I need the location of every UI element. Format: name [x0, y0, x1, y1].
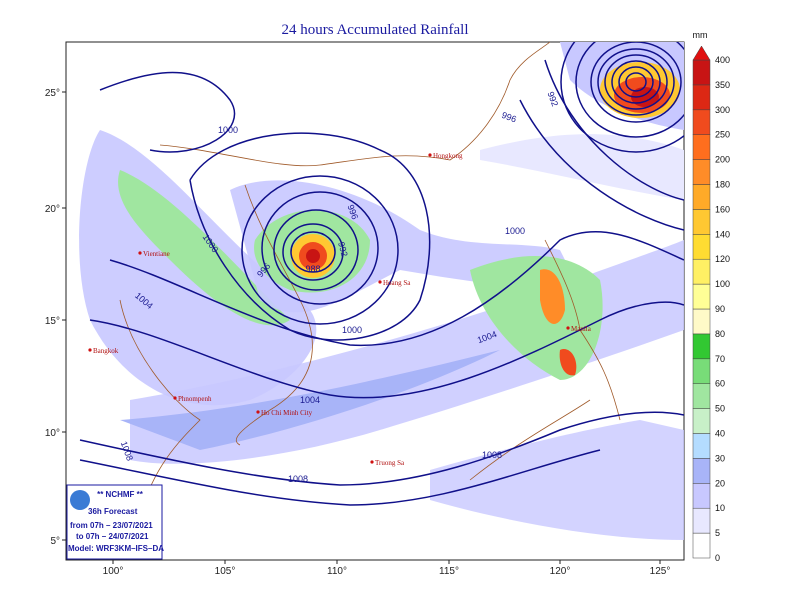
place-label: Hoang Sa: [383, 279, 411, 287]
colorbar-label: 80: [715, 329, 725, 339]
y-tick-label: 10°: [45, 428, 60, 439]
colorbar-swatch: [692, 532, 711, 559]
colorbar-unit: mm: [693, 30, 708, 40]
place-label: Vientiane: [143, 250, 170, 258]
colorbar-swatch: [692, 159, 711, 185]
place-label: Bangkok: [93, 347, 119, 355]
colorbar-swatch: [692, 483, 711, 509]
colorbar-label: 250: [715, 130, 730, 140]
info-model: Model: WRF3KM–IFS–DA: [68, 544, 164, 553]
colorbar-swatch: [692, 308, 711, 335]
colorbar-swatch: [692, 134, 711, 160]
y-tick-label: 20°: [45, 204, 60, 215]
info-to: to 07h – 24/07/2021: [76, 532, 149, 541]
place-label: Ho Chi Minh City: [261, 409, 313, 417]
isobar-label: 1008: [482, 450, 502, 460]
x-tick-label: 125°: [650, 566, 671, 577]
place-label: Truong Sa: [375, 459, 405, 467]
place-dot: [88, 348, 92, 352]
x-tick-label: 110°: [327, 566, 347, 577]
colorbar-swatch: [692, 507, 711, 534]
place-dot: [138, 251, 142, 255]
colorbar-swatch: [692, 209, 711, 235]
y-tick-label: 15°: [45, 316, 60, 327]
colorbar-swatch: [692, 408, 711, 434]
place-dot: [428, 153, 432, 157]
place-dot: [173, 396, 177, 400]
colorbar-label: 70: [715, 354, 725, 364]
info-agency: ** NCHMF **: [97, 490, 144, 499]
colorbar-label: 5: [715, 528, 720, 538]
isobar-label: 1004: [300, 395, 320, 405]
axes: 100° 105° 110° 115° 120° 125° 25° 20° 15° 10° 5°: [45, 88, 670, 577]
isobar-label: 1000: [218, 125, 238, 135]
colorbar-label: 0: [715, 553, 720, 563]
info-forecast: 36h Forecast: [88, 507, 138, 516]
colorbar-swatch: [692, 333, 711, 360]
colorbar-label: 140: [715, 229, 730, 239]
colorbar-swatch: [692, 59, 711, 86]
colorbar-label: 120: [715, 254, 730, 264]
colorbar-label: 400: [715, 55, 730, 65]
isobar-label: 992: [336, 241, 350, 258]
colorbar-label: 160: [715, 204, 730, 214]
isobars: [79, 42, 684, 506]
colorbar-arrow: [692, 45, 711, 61]
x-tick-label: 115°: [439, 566, 459, 577]
colorbar: mm 0 5 10 20 30 40 50 60 70 80 90 100 120 140 160 180 20…: [693, 30, 731, 563]
y-tick-label: 5°: [50, 536, 60, 547]
isobar-label: 988: [305, 264, 320, 274]
place-label: Manila: [571, 325, 592, 333]
colorbar-label: 40: [715, 429, 725, 439]
colorbar-swatch: [692, 358, 711, 384]
colorbar-swatch: [692, 283, 711, 310]
place-label: Hongkong: [433, 152, 463, 160]
place-dot: [370, 460, 374, 464]
colorbar-label: 60: [715, 379, 725, 389]
info-from: from 07h – 23/07/2021: [70, 521, 153, 530]
isobar-label: 1000: [342, 325, 362, 335]
colorbar-swatch: [692, 383, 711, 409]
colorbar-swatch: [692, 433, 711, 459]
isobar-label: 996: [346, 203, 361, 221]
colorbar-swatch: [692, 109, 711, 135]
colorbar-label: 10: [715, 503, 725, 513]
colorbar-label: 300: [715, 105, 730, 115]
colorbar-label: 100: [715, 279, 730, 289]
colorbar-label: 30: [715, 453, 725, 463]
place-dot: [378, 280, 382, 284]
colorbar-label: 50: [715, 404, 725, 414]
x-tick-label: 120°: [550, 566, 571, 577]
isobar-label: 996: [500, 110, 518, 125]
colorbar-label: 90: [715, 304, 725, 314]
colorbar-label: 20: [715, 478, 725, 488]
coastlines: [119, 42, 621, 521]
colorbar-swatch: [692, 84, 711, 111]
colorbar-swatch: [692, 258, 711, 285]
place-label: Phnompenh: [178, 395, 212, 403]
colorbar-swatch: [692, 458, 711, 484]
place-dot: [566, 326, 570, 330]
isobar-label: 1008: [288, 474, 308, 484]
logo: [70, 490, 90, 510]
colorbar-label: 180: [715, 180, 730, 190]
info-box: ** NCHMF ** 36h Forecast from 07h – 23/0…: [66, 484, 164, 560]
colorbar-label: 350: [715, 80, 730, 90]
isobar-label: 1000: [505, 226, 525, 236]
place-dot: [256, 410, 260, 414]
isobar-label: 992: [546, 90, 561, 108]
y-tick-label: 25°: [45, 88, 60, 99]
places: Hongkong Hoang Sa Vientiane Bangkok Phnompen…: [88, 152, 592, 467]
x-tick-label: 100°: [103, 566, 124, 577]
x-tick-label: 105°: [215, 566, 236, 577]
colorbar-swatch: [692, 234, 711, 260]
map-title: 24 hours Accumulated Rainfall: [281, 22, 468, 38]
colorbar-swatch: [692, 184, 711, 210]
colorbar-label: 200: [715, 155, 730, 165]
